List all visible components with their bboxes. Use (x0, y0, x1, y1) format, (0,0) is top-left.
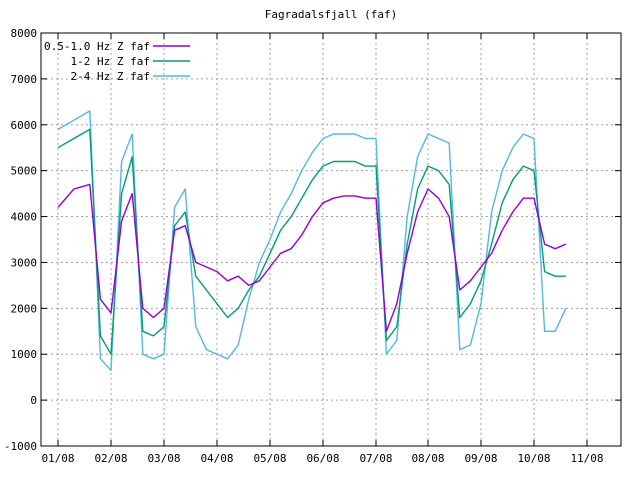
x-axis: 01/08 02/08 03/08 04/08 05/08 06/08 07/08 08/08… (41, 33, 604, 465)
chart-title: Fagradalsfjall (faf) (265, 8, 397, 21)
x-tick-label: 10/08 (517, 452, 550, 465)
y-tick-label: 5000 (11, 165, 38, 178)
x-tick-label: 01/08 (41, 452, 74, 465)
y-tick-label: 6000 (11, 119, 38, 132)
y-axis: -1000 0 1000 2000 3000 4000 5000 6000 7000 8000 (4, 27, 621, 453)
series-line-0 (57, 183, 567, 332)
x-tick-label: 04/08 (200, 452, 233, 465)
y-tick-label: 0 (30, 394, 37, 407)
legend-label: 0.5-1.0 Hz Z faf (44, 40, 150, 53)
legend: 0.5-1.0 Hz Z faf 1-2 Hz Z faf 2-4 Hz Z faf (44, 40, 190, 83)
legend-label: 2-4 Hz Z faf (71, 70, 150, 83)
series-layer (57, 110, 567, 371)
series-line-2 (57, 110, 567, 371)
plot-frame (40, 32, 622, 447)
y-tick-label: 2000 (11, 302, 38, 315)
x-tick-label: 02/08 (94, 452, 127, 465)
legend-label: 1-2 Hz Z faf (71, 55, 150, 68)
y-tick-label: 3000 (11, 256, 38, 269)
y-tick-label: 1000 (11, 348, 38, 361)
x-tick-label: 03/08 (147, 452, 180, 465)
series-line-1 (57, 128, 566, 355)
x-tick-label: 05/08 (253, 452, 286, 465)
x-tick-label: 07/08 (359, 452, 392, 465)
x-tick-label: 09/08 (464, 452, 497, 465)
x-tick-label: 06/08 (306, 452, 339, 465)
y-tick-label: -1000 (4, 440, 37, 453)
y-tick-label: 7000 (11, 73, 38, 86)
x-tick-label: 11/08 (570, 452, 603, 465)
x-tick-label: 08/08 (411, 452, 444, 465)
y-tick-label: 4000 (11, 211, 38, 224)
y-tick-label: 8000 (11, 27, 38, 40)
